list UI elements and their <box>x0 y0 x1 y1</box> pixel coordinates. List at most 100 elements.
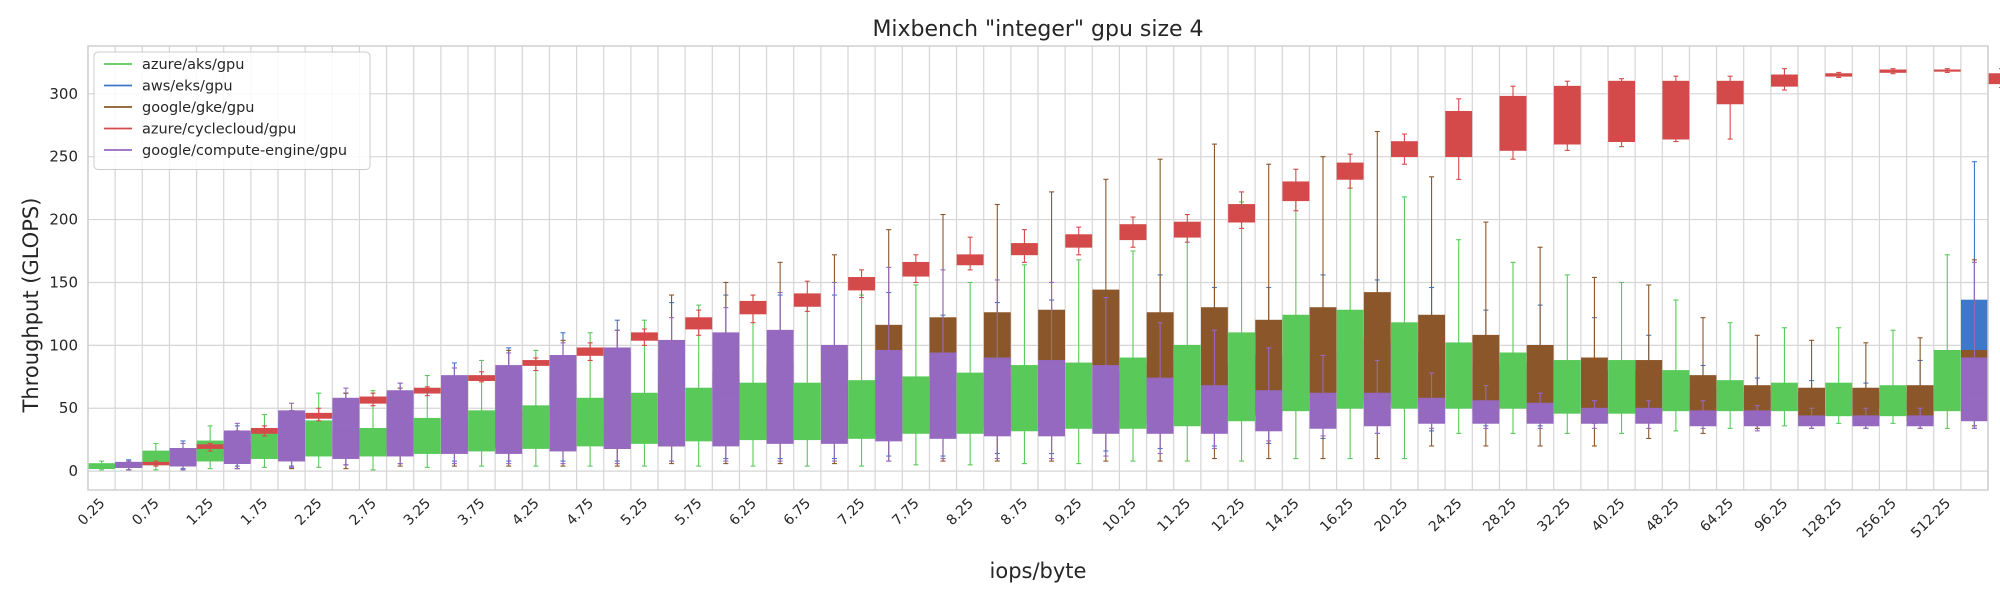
box-azure-cyclecloud-gpu <box>305 407 333 422</box>
box-iqr <box>1146 377 1174 434</box>
box-google-compute-engine-gpu <box>1038 281 1065 460</box>
box-iqr <box>1933 349 1961 412</box>
box-azure-cyclecloud-gpu <box>848 269 875 299</box>
x-axis-label: iops/byte <box>990 559 1087 583</box>
box-azure-cyclecloud-gpu <box>1228 191 1255 229</box>
x-tick-label: 512.25 <box>1908 496 1954 542</box>
box-azure-aks-gpu <box>739 294 767 467</box>
x-tick-label: 6.75 <box>781 496 814 529</box>
x-tick-label: 2.25 <box>292 496 325 529</box>
box-iqr <box>1119 357 1147 429</box>
boxplots <box>88 68 2000 471</box>
box-iqr <box>332 397 360 459</box>
box-iqr <box>1635 407 1663 424</box>
box-azure-aks-gpu <box>848 294 875 467</box>
box-google-compute-engine-gpu <box>1363 359 1391 434</box>
x-tick-label: 20.25 <box>1372 496 1412 536</box>
box-iqr <box>1065 362 1093 429</box>
plot-border <box>87 45 1989 491</box>
x-tick-label: 40.25 <box>1589 496 1629 536</box>
box-iqr <box>1201 385 1228 434</box>
box-iqr <box>549 355 577 452</box>
y-tick-label: 250 <box>49 148 78 166</box>
box-azure-cyclecloud-gpu <box>1065 226 1093 256</box>
box-iqr <box>1852 415 1880 427</box>
box-iqr <box>468 410 495 452</box>
box-google-compute-engine-gpu <box>766 291 794 462</box>
box-iqr <box>956 372 984 434</box>
x-tick-label: 7.25 <box>835 496 868 529</box>
box-iqr <box>1011 243 1038 256</box>
box-iqr <box>576 397 604 447</box>
box-azure-cyclecloud-gpu <box>196 442 224 452</box>
x-tick-label: 8.75 <box>998 496 1031 529</box>
box-azure-aks-gpu <box>793 297 821 467</box>
box-iqr <box>1906 415 1934 427</box>
box-iqr <box>1391 322 1418 409</box>
x-tick-label: 5.75 <box>672 496 705 529</box>
box-azure-cyclecloud-gpu <box>142 460 170 467</box>
box-azure-cyclecloud-gpu <box>1499 85 1527 160</box>
box-iqr <box>1553 85 1581 145</box>
y-axis-label: Throughput (GLOPS) <box>19 198 43 414</box>
box-iqr <box>1662 80 1690 140</box>
legend: azure/aks/gpu aws/eks/gpu google/gke/gpu az… <box>93 51 371 170</box>
box-azure-aks-gpu <box>1173 231 1201 462</box>
box-azure-cyclecloud-gpu <box>631 328 658 346</box>
y-tick-label: 300 <box>49 85 78 103</box>
box-iqr <box>875 349 903 442</box>
x-tick-label: 96.25 <box>1752 496 1792 536</box>
box-iqr <box>685 387 713 442</box>
y-tick-label: 0 <box>68 462 78 480</box>
box-azure-cyclecloud-gpu <box>1282 168 1310 212</box>
box-google-compute-engine-gpu <box>115 460 143 471</box>
box-azure-cyclecloud-gpu <box>1608 78 1635 148</box>
x-tick-label: 24.25 <box>1426 496 1466 536</box>
box-iqr <box>793 382 821 441</box>
box-azure-cyclecloud-gpu <box>1988 68 2000 89</box>
box-azure-aks-gpu <box>1011 264 1038 465</box>
y-tick-label: 200 <box>49 211 78 229</box>
y-tick-labels: 0 50 100 150 200 250 300 <box>49 85 78 480</box>
box-azure-aks-gpu <box>1662 299 1690 432</box>
box-iqr <box>1961 357 1988 422</box>
box-azure-cyclecloud-gpu <box>1391 133 1418 165</box>
box-google-compute-engine-gpu <box>278 402 305 468</box>
box-azure-aks-gpu <box>1933 254 1961 429</box>
legend-label: google/gke/gpu <box>142 100 254 116</box>
box-iqr <box>929 352 957 439</box>
box-azure-aks-gpu <box>902 284 930 466</box>
x-tick-label: 6.25 <box>726 496 759 529</box>
box-google-compute-engine-gpu <box>169 442 197 471</box>
box-iqr <box>1716 80 1744 105</box>
x-tick-label: 128.25 <box>1800 496 1846 542</box>
box-azure-cyclecloud-gpu <box>1716 75 1744 140</box>
chart-title: Mixbench "integer" gpu size 4 <box>872 17 1203 42</box>
y-tick-label: 150 <box>49 273 78 291</box>
x-tick-label: 64.25 <box>1697 496 1737 536</box>
box-google-compute-engine-gpu <box>495 352 523 465</box>
box-iqr <box>1798 415 1825 427</box>
x-tick-label: 10.25 <box>1100 496 1140 536</box>
box-azure-cyclecloud-gpu <box>359 392 387 407</box>
box-google-compute-engine-gpu <box>603 329 631 465</box>
x-tick-label: 4.25 <box>509 496 542 529</box>
x-tick-label: 7.75 <box>889 496 922 529</box>
x-tick-label: 256.25 <box>1854 496 1900 542</box>
box-iqr <box>495 365 523 454</box>
box-iqr <box>522 405 550 449</box>
box-iqr <box>1771 74 1798 87</box>
box-azure-aks-gpu <box>956 281 984 466</box>
box-iqr <box>1689 410 1717 427</box>
box-iqr <box>1092 365 1120 434</box>
plot-frame <box>87 45 1989 491</box>
box-google-compute-engine-gpu <box>440 367 468 465</box>
box-google-compute-engine-gpu <box>332 387 360 466</box>
box-google-compute-engine-gpu <box>1472 385 1500 429</box>
box-iqr <box>902 261 930 277</box>
box-google-compute-engine-gpu <box>1798 407 1825 429</box>
box-azure-aks-gpu <box>1445 239 1473 434</box>
box-google-compute-engine-gpu <box>821 281 848 462</box>
box-iqr <box>821 344 848 444</box>
